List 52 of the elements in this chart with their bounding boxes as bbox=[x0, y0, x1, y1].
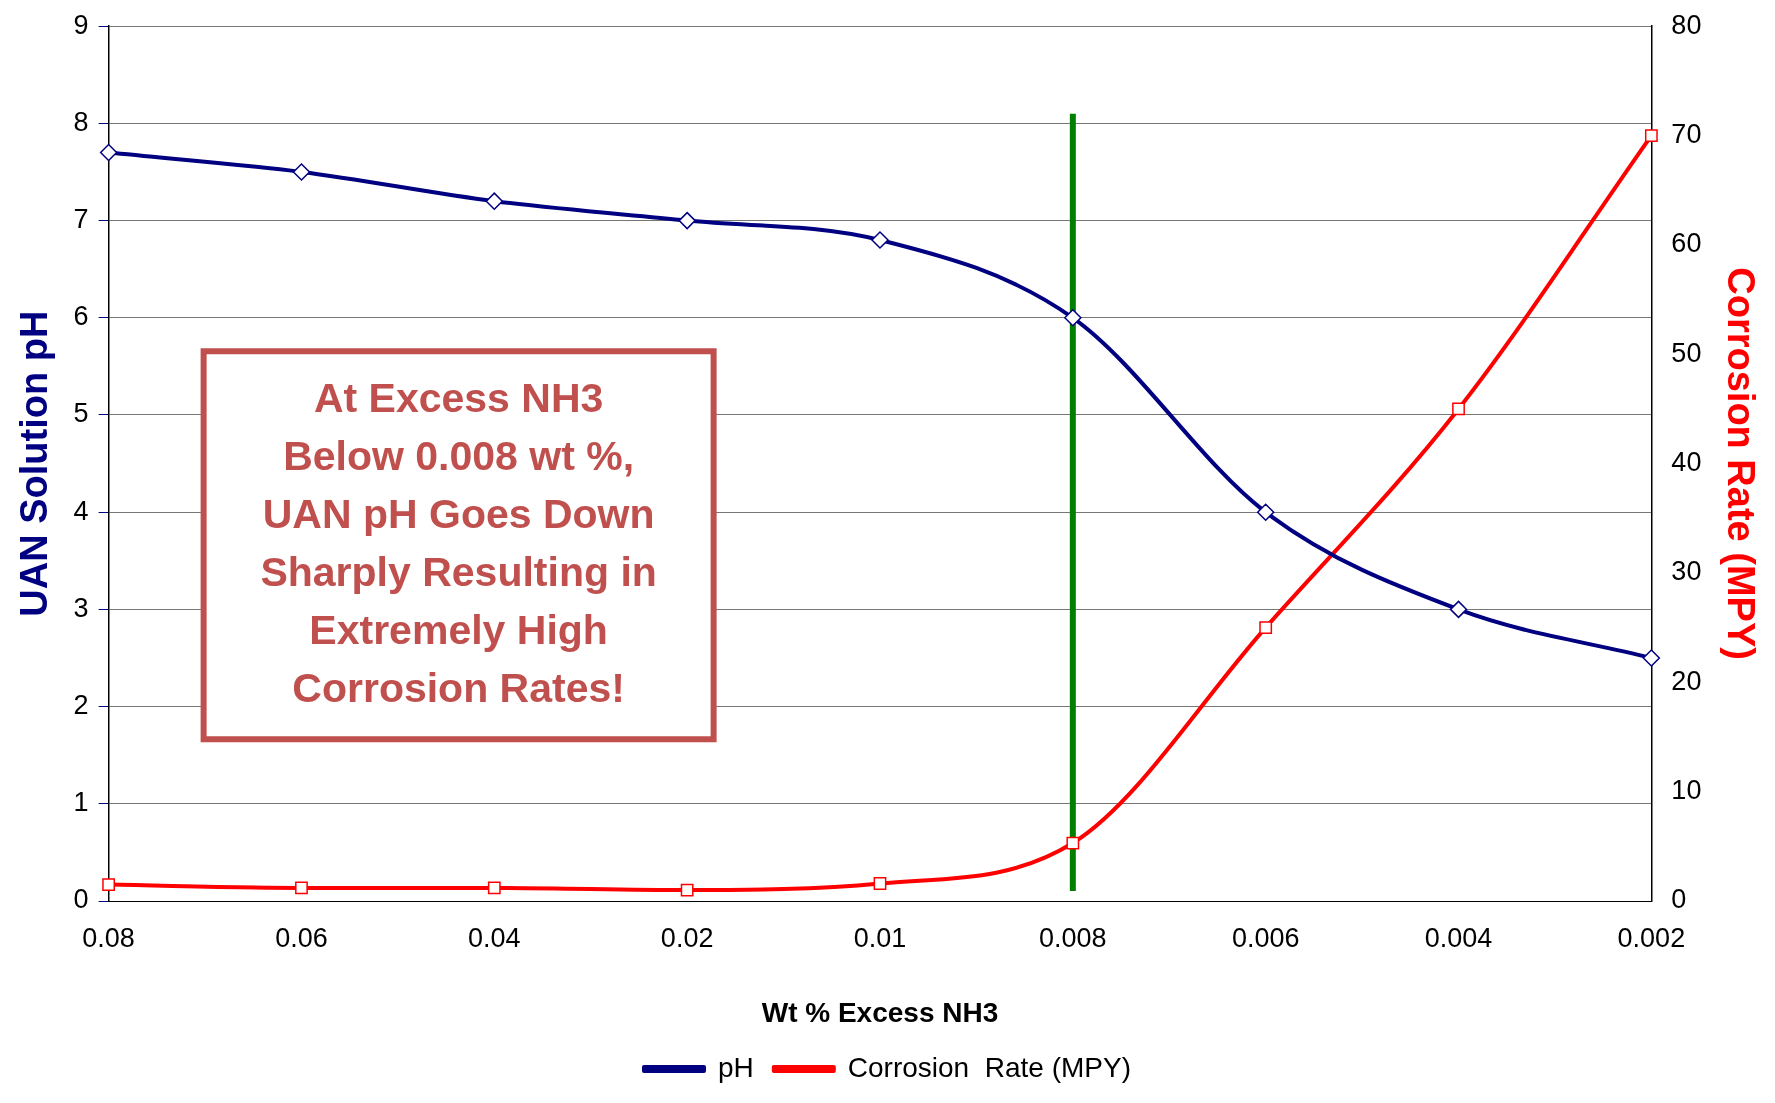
point bbox=[295, 881, 308, 895]
point bbox=[1644, 129, 1658, 142]
point bbox=[485, 192, 504, 210]
legend-label: pH bbox=[718, 1051, 754, 1083]
point bbox=[1259, 621, 1273, 635]
x-tick-label: 0.008 bbox=[1039, 922, 1107, 953]
point bbox=[873, 877, 887, 890]
point bbox=[871, 231, 889, 249]
point bbox=[99, 143, 118, 162]
y2-axis-title: Corrosion Rate (MPY) bbox=[1719, 267, 1762, 660]
y-tick-label: 9 bbox=[73, 9, 89, 40]
y2-tick-label: 10 bbox=[1671, 775, 1702, 806]
point bbox=[680, 883, 694, 897]
x-tick-label: 0.01 bbox=[853, 922, 907, 953]
y-tick-label: 2 bbox=[73, 690, 89, 721]
x-axis-title: Wt % Excess NH3 bbox=[761, 996, 999, 1028]
y-tick-label: 1 bbox=[73, 787, 89, 818]
x-tick-label: 0.02 bbox=[660, 922, 714, 953]
point bbox=[102, 878, 116, 891]
point bbox=[1064, 309, 1082, 327]
point bbox=[1256, 503, 1275, 521]
x-tick-label: 0.08 bbox=[82, 922, 135, 953]
annotation: At Excess NH3 Below 0.008 wt %, UAN pH Goes Down Sharply Resulting in Extremely High Corrosion Rates! bbox=[260, 374, 657, 711]
y2-tick-label: 70 bbox=[1671, 119, 1702, 149]
y2-tick-label: 30 bbox=[1671, 556, 1702, 587]
x-tick-label: 0.006 bbox=[1231, 922, 1300, 953]
y-tick-label: 8 bbox=[73, 106, 89, 137]
point bbox=[292, 163, 311, 181]
legend-label: Corrosion Rate (MPY) bbox=[847, 1051, 1131, 1083]
point bbox=[487, 881, 501, 895]
point bbox=[1452, 402, 1465, 416]
y2-tick-label: 80 bbox=[1671, 9, 1702, 40]
x-tick-label: 0.06 bbox=[275, 922, 328, 953]
x-tick-label: 0.004 bbox=[1424, 922, 1493, 953]
x-tick-label: 0.04 bbox=[468, 922, 521, 953]
y-tick-label: 5 bbox=[73, 398, 89, 429]
y2-tick-label: 50 bbox=[1671, 337, 1702, 368]
y-axis-title: UAN Solution pH bbox=[13, 310, 56, 617]
y2-tick-label: 60 bbox=[1671, 228, 1702, 259]
x-tick-label: 0.002 bbox=[1617, 922, 1686, 953]
y-tick-label: 7 bbox=[73, 204, 89, 235]
y-tick-label: 3 bbox=[73, 592, 89, 623]
point bbox=[1642, 649, 1661, 667]
point bbox=[1449, 600, 1468, 619]
y-tick-label: 4 bbox=[73, 495, 89, 526]
y-tick-label: 0 bbox=[73, 884, 89, 915]
y2-tick-label: 20 bbox=[1671, 665, 1702, 696]
y2-tick-label: 0 bbox=[1671, 884, 1687, 915]
y-tick-label: 6 bbox=[73, 301, 89, 332]
y2-tick-label: 40 bbox=[1671, 447, 1702, 478]
point bbox=[678, 211, 696, 230]
point bbox=[1066, 836, 1080, 850]
